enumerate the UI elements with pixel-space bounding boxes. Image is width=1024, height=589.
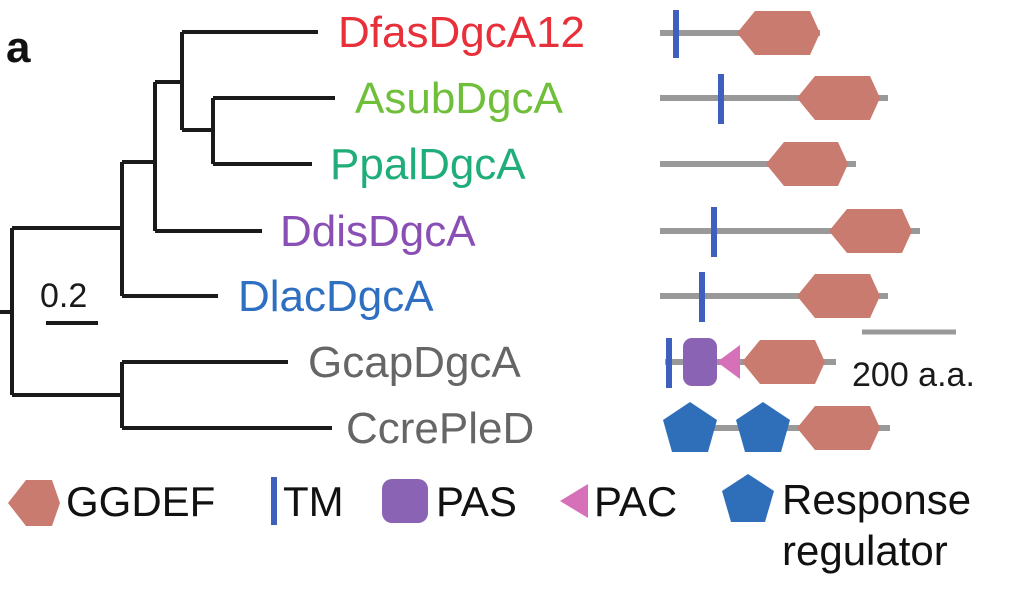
tree-scale-label: 0.2 bbox=[40, 277, 87, 315]
tm-domain bbox=[711, 207, 717, 257]
ggdef-domain bbox=[797, 274, 880, 318]
legend-pas-label: PAS bbox=[436, 478, 517, 525]
architecture-dfasdgca12 bbox=[660, 10, 820, 58]
response-regulator-legend-icon bbox=[722, 474, 774, 522]
legend-regulator-label: regulator bbox=[782, 527, 948, 574]
pac-domain bbox=[717, 345, 740, 379]
tm-domain bbox=[673, 10, 679, 58]
ggdef-domain bbox=[797, 406, 880, 450]
response-regulator-domain bbox=[736, 402, 790, 452]
architecture-dlacdgca bbox=[660, 272, 888, 322]
ggdef-domain bbox=[829, 209, 912, 253]
taxon-label-dfasdgca12: DfasDgcA12 bbox=[338, 8, 585, 57]
taxon-label-ppaldgca: PpalDgcA bbox=[330, 140, 526, 189]
taxon-label-asubdgca: AsubDgcA bbox=[355, 74, 564, 123]
ggdef-domain bbox=[797, 76, 880, 120]
tm-domain bbox=[666, 338, 672, 388]
taxon-label-ccrepled: CcrePleD bbox=[346, 404, 534, 453]
taxon-label-ddisdgca: DdisDgcA bbox=[280, 207, 476, 256]
architecture-ccrepled bbox=[663, 402, 890, 452]
tm-domain bbox=[699, 272, 705, 322]
taxon-label-gcapdgca: GcapDgcA bbox=[308, 338, 521, 387]
architecture-ddisdgca bbox=[660, 207, 920, 257]
ggdef-domain bbox=[737, 11, 820, 55]
legend: GGDEF TM PAS PAC Response regulator bbox=[8, 474, 971, 574]
pas-legend-icon bbox=[382, 479, 428, 523]
legend-tm-label: TM bbox=[283, 478, 344, 525]
legend-response-label: Response bbox=[782, 476, 971, 523]
pac-legend-icon bbox=[560, 484, 588, 518]
domain-architectures bbox=[660, 10, 920, 452]
tm-domain bbox=[718, 74, 724, 124]
architecture-ppaldgca bbox=[660, 142, 856, 186]
pas-domain bbox=[683, 338, 717, 386]
panel-label: a bbox=[6, 23, 31, 72]
ggdef-domain bbox=[766, 142, 848, 186]
taxon-labels: DfasDgcA12 AsubDgcA PpalDgcA DdisDgcA Dl… bbox=[238, 8, 585, 453]
taxon-label-dlacdgca: DlacDgcA bbox=[238, 272, 434, 321]
architecture-gcapdgca bbox=[665, 338, 836, 388]
ggdef-legend-icon bbox=[8, 480, 60, 526]
tm-legend-icon bbox=[271, 477, 277, 525]
architecture-asubdgca bbox=[660, 74, 888, 124]
ggdef-domain bbox=[742, 340, 825, 384]
legend-pac-label: PAC bbox=[594, 478, 677, 525]
phylogenetic-tree bbox=[0, 30, 335, 430]
legend-ggdef-label: GGDEF bbox=[66, 478, 215, 525]
response-regulator-domain bbox=[663, 402, 717, 452]
domain-scale-label: 200 a.a. bbox=[852, 356, 975, 394]
